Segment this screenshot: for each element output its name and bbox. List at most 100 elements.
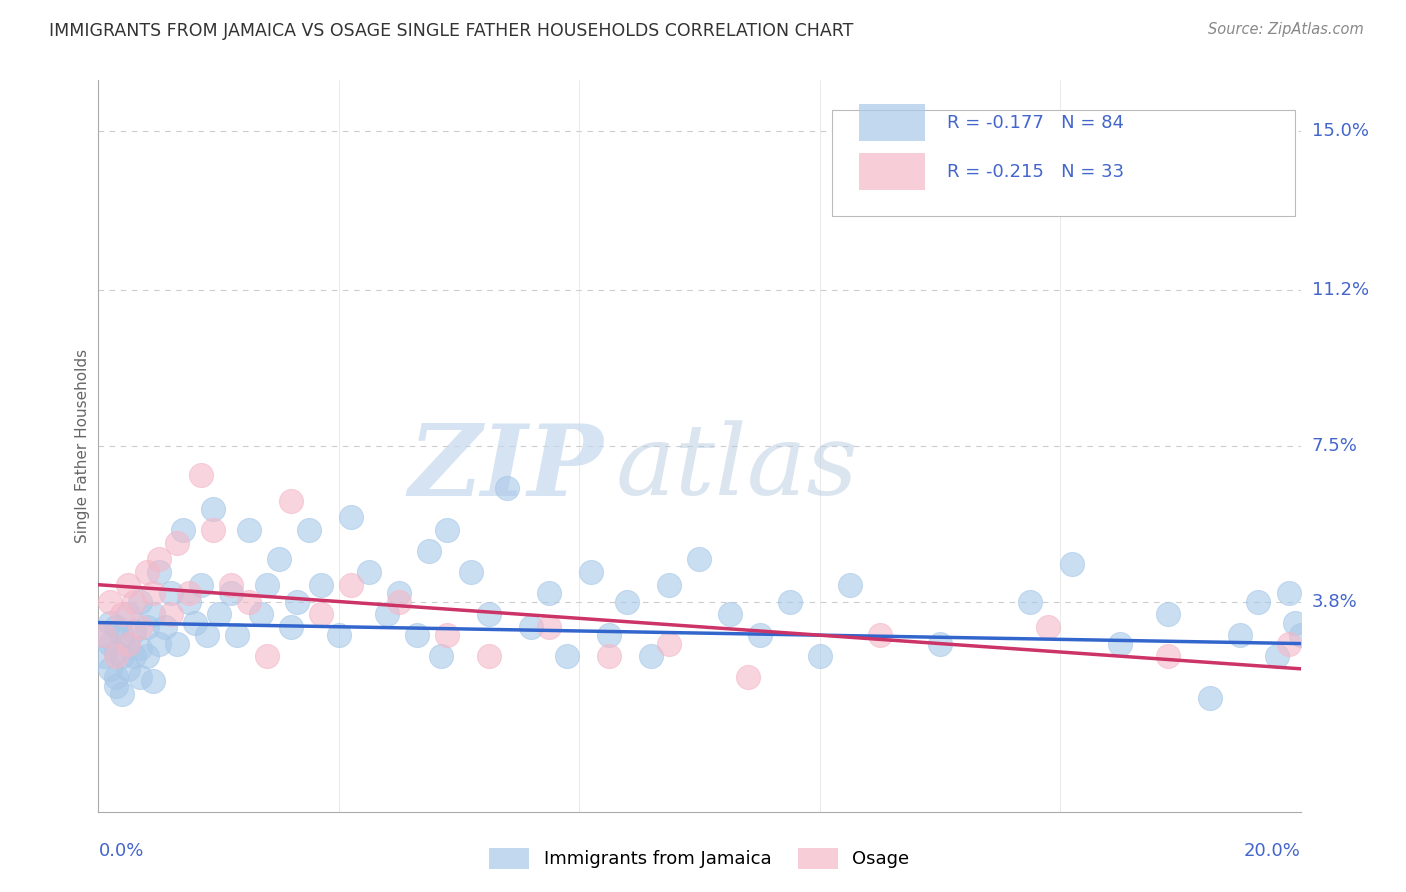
Point [135,649,157,664]
Y-axis label: Single Father Households: Single Father Households [75,349,90,543]
Point [1036,620,1059,634]
Point [148,552,170,566]
Point [640,649,662,664]
Text: R = -0.215   N = 33: R = -0.215 N = 33 [948,162,1125,181]
Point [117,636,139,650]
Text: 0.0%: 0.0% [98,842,143,860]
Point [148,636,170,650]
Point [141,607,163,622]
Point [581,565,603,579]
Point [375,607,398,622]
Text: 3.8%: 3.8% [1312,592,1357,610]
Point [190,578,212,592]
Point [93,628,115,642]
Point [124,649,146,664]
Point [124,594,146,608]
Point [388,586,411,600]
Point [177,586,200,600]
Point [201,502,224,516]
Point [225,628,247,642]
Text: R = -0.177   N = 84: R = -0.177 N = 84 [948,113,1125,132]
Point [1289,628,1312,642]
Point [520,620,543,634]
Point [117,636,139,650]
Bar [859,104,925,141]
Point [616,594,638,608]
Point [340,510,363,524]
Point [100,594,122,608]
Point [267,552,290,566]
Point [124,624,146,638]
Point [172,523,194,537]
Point [436,628,458,642]
Point [117,662,139,676]
Point [141,674,163,689]
Point [111,687,134,701]
Point [478,649,501,664]
Point [598,628,620,642]
Point [309,578,332,592]
Point [249,607,271,622]
Point [280,620,302,634]
Point [478,607,501,622]
Point [219,578,242,592]
Point [298,523,321,537]
Point [285,594,308,608]
Point [100,662,122,676]
Point [1157,649,1180,664]
Point [808,649,831,664]
Point [1062,557,1084,571]
Point [93,628,115,642]
Point [280,493,302,508]
Point [869,628,891,642]
Point [195,628,218,642]
Point [105,649,128,664]
Point [219,586,242,600]
Point [117,578,139,592]
Point [105,679,128,693]
Point [1109,636,1132,650]
Point [1019,594,1042,608]
Point [598,649,620,664]
Point [658,636,681,650]
Point [1247,594,1270,608]
Point [1277,636,1299,650]
Point [748,628,770,642]
Point [238,594,260,608]
Point [100,636,122,650]
Point [357,565,380,579]
Point [929,636,952,650]
Point [238,523,260,537]
Point [105,645,128,659]
Point [328,628,350,642]
Point [190,468,212,483]
Text: 11.2%: 11.2% [1312,282,1369,300]
Text: 7.5%: 7.5% [1312,437,1358,455]
Point [688,552,710,566]
Text: IMMIGRANTS FROM JAMAICA VS OSAGE SINGLE FATHER HOUSEHOLDS CORRELATION CHART: IMMIGRANTS FROM JAMAICA VS OSAGE SINGLE … [49,22,853,40]
Point [129,670,152,684]
Point [256,649,278,664]
Point [129,640,152,655]
Point [388,594,411,608]
Point [256,578,278,592]
Point [135,565,157,579]
Point [1199,691,1222,706]
Point [148,565,170,579]
Point [496,481,519,495]
Point [177,594,200,608]
Point [159,586,181,600]
Point [111,628,134,642]
Point [166,535,188,549]
Text: ZIP: ZIP [408,420,603,516]
Text: Source: ZipAtlas.com: Source: ZipAtlas.com [1208,22,1364,37]
Point [105,670,128,684]
Point [430,649,453,664]
Point [658,578,681,592]
Text: atlas: atlas [616,420,858,516]
Point [1229,628,1251,642]
Point [105,620,128,634]
Point [1265,649,1288,664]
Point [418,544,440,558]
Point [538,620,561,634]
